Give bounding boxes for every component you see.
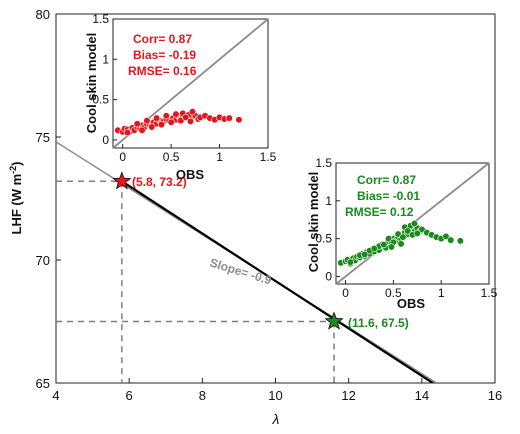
inset-x-tick-label: 0.5 [163,150,180,164]
inset-y-tick-label: 0 [102,133,109,147]
inset-x-tick-label: 0 [119,150,126,164]
scatter-point [225,114,233,122]
inset-x-tick-label: 1.5 [481,286,498,300]
scatter-point [152,114,161,122]
y-axis-title: LHF (W m-2) [8,161,24,234]
x-tick-label: 12 [341,388,355,403]
inset-x-tick-label: 1 [216,150,223,164]
x-tick-label: 10 [268,388,282,403]
star-marker-1 [324,311,344,330]
x-tick-label: 14 [415,388,429,403]
scatter-point [442,232,450,240]
model-curve-line [121,180,434,383]
reference-dashed-lines [56,180,335,383]
x-axis-title: λ [272,411,280,427]
scatter-point [133,120,141,128]
inset-green-scatter: 0 0.5 1 1.500.511.5 Corr= 0.87 Bias= -0.01 … [306,156,498,311]
x-tick-label: 8 [199,388,206,403]
scatter-point [387,243,396,251]
scatter-point [186,117,195,125]
inset-red-xlabel: OBS [176,167,205,182]
scatter-point [410,219,419,228]
star-marker-0 [112,171,132,190]
inset-y-tick-label: 1.5 [315,156,332,170]
scatter-point [138,126,146,134]
inset-red-stat-rmse: RMSE= 0.16 [128,64,197,78]
x-tick-label: 6 [126,388,133,403]
scatter-point [157,121,166,129]
scatter-point [188,108,197,116]
scatter-point [167,118,175,126]
inset-red-scatter: 0 0.5 1 1.500.511.5 Corr= 0.87 Bias= -0.19 … [84,12,277,182]
y-tick-label: 80 [36,7,50,22]
inset-green-stat-corr: Corr= 0.87 [357,173,416,187]
inset-green-ticks: 0 0.5 1 1.5 0 0.5 1 1.5 [315,156,497,300]
scatter-point [123,129,132,137]
inset-green-ylabel: Cool skin model [306,172,321,272]
inset-y-tick-label: 0.5 [315,232,332,246]
inset-y-tick-label: 1.5 [92,12,109,26]
scatter-point [162,112,170,120]
inset-green-stat-rmse: RMSE= 0.12 [345,205,414,219]
inset-green-points [337,219,464,268]
scatter-point [384,235,393,243]
scatter-point [143,116,151,125]
inset-green-stat-bias: Bias= -0.01 [357,189,420,203]
main-x-ticks: 4 6 8 10 12 14 16 [52,378,502,403]
x-tick-label: 16 [488,388,502,403]
scatter-point [370,244,378,253]
point-label-red: (5.8, 73.2) [132,175,187,189]
inset-x-tick-label: 1.5 [260,150,277,164]
scatter-point [456,237,464,245]
scatter-point [235,116,243,124]
scatter-point [413,229,421,237]
x-tick-label: 4 [52,388,59,403]
inset-red-stat-corr: Corr= 0.87 [133,32,192,46]
scatter-point [172,110,180,118]
scatter-point [380,241,388,249]
scatter-point [404,227,412,235]
inset-red-points [114,108,243,137]
scatter-point [397,240,405,248]
scatter-point [399,233,407,241]
scatter-point [346,258,354,266]
scatter-point [361,250,369,259]
inset-red-ticks: 0 0.5 1 1.5 0 0.5 1 1.5 [92,12,276,164]
inset-y-tick-label: 1 [325,194,332,208]
inset-x-tick-label: 1 [438,286,445,300]
scatter-point [182,113,190,121]
inset-x-tick-label: 0 [342,286,349,300]
y-tick-label: 70 [36,253,50,268]
main-y-ticks: 65 70 75 80 [36,7,61,391]
inset-red-ylabel: Cool skin model [84,33,99,133]
inset-y-tick-label: 0 [325,269,332,283]
inset-green-xlabel: OBS [397,296,426,311]
y-tick-label: 75 [36,130,50,145]
scatter-point [148,123,156,131]
inset-red-stat-bias: Bias= -0.19 [133,48,196,62]
highlight-points [112,171,344,330]
point-label-green: (11.6, 67.5) [348,316,409,330]
scatter-point [447,236,455,244]
inset-y-tick-label: 0.5 [92,93,109,107]
inset-y-tick-label: 1 [102,52,109,66]
inset-x-tick-label: 0.5 [385,286,402,300]
y-tick-label: 65 [36,376,50,391]
